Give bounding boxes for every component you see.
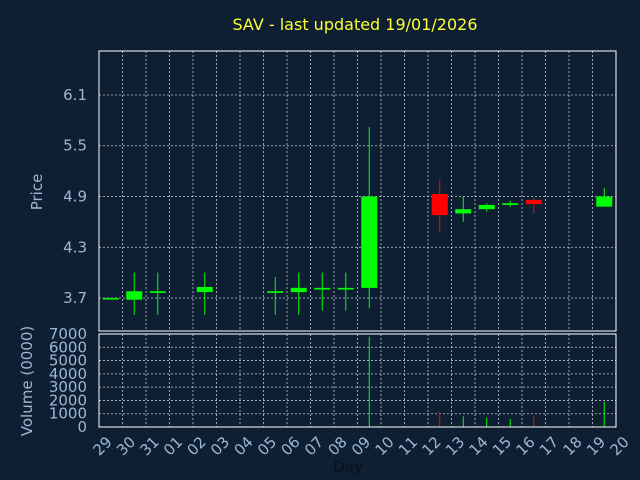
x-tick-label: 16 [513,433,539,459]
x-tick-label: 06 [278,433,304,459]
price-axis-label: Price [28,174,46,211]
candles [102,127,613,315]
volume-tick-label: 6000 [49,338,87,356]
x-tick-label: 15 [489,433,515,459]
price-tick-label: 4.3 [63,238,87,256]
candle-body [455,209,472,214]
x-tick-label: 13 [442,433,468,459]
volume-tick-label: 7000 [49,325,87,343]
volume-tick-label: 0 [77,418,87,436]
x-tick-label: 02 [184,433,210,459]
x-tick-label: 12 [419,433,445,459]
volume-panel-frame [98,333,617,428]
candle-body [525,199,542,205]
x-tick-label: 18 [560,433,586,459]
price-panel-frame [98,50,617,332]
candle-body [290,287,307,293]
price-tick-label: 5.5 [63,137,87,155]
price-tick-label: 3.7 [63,289,87,307]
x-tick-label: 01 [160,433,186,459]
volume-tick-label: 4000 [49,365,87,383]
x-tick-label: 31 [137,433,163,459]
candle-body [502,203,519,205]
candle-body [126,291,143,300]
price-axis-ticks: 3.7 4.3 4.9 5.5 6.1 [63,86,87,307]
x-tick-label: 30 [113,433,139,459]
price-tick-label: 4.9 [63,187,87,205]
volume-tick-label: 3000 [49,378,87,396]
volume-axis-label: Volume (0000) [18,326,36,436]
volume-tick-label: 2000 [49,391,87,409]
candle-body [196,287,213,293]
candle-body [361,196,378,288]
candle-body [267,291,284,293]
x-axis-label: Day [333,458,363,476]
x-tick-label: 09 [348,433,374,459]
x-tick-label: 17 [536,433,562,459]
x-tick-label: 03 [207,433,233,459]
x-tick-label: 07 [301,433,327,459]
x-tick-label: 14 [466,433,492,459]
x-tick-label: 11 [395,433,421,459]
x-tick-label: 04 [231,433,257,459]
price-tick-label: 6.1 [63,86,87,104]
candle-body [431,193,448,216]
candle-body [478,204,495,210]
volume-tick-label: 5000 [49,352,87,370]
candle-body [314,287,331,290]
candle-body [596,196,613,207]
x-tick-label: 08 [325,433,351,459]
x-tick-label: 20 [607,433,633,459]
x-axis-ticks: 2930310102030405060708091011121314151617… [90,433,633,459]
volume-gridlines [98,333,617,428]
x-tick-label: 05 [254,433,280,459]
candle-body [102,298,119,300]
x-tick-label: 10 [372,433,398,459]
candle-body [149,291,166,293]
price-gridlines [98,51,617,331]
volume-bars [133,336,605,427]
candle-body [337,287,354,290]
chart-title: SAV - last updated 19/01/2026 [232,15,477,34]
volume-tick-label: 1000 [49,405,87,423]
x-tick-label: 29 [90,433,116,459]
x-tick-label: 19 [583,433,609,459]
